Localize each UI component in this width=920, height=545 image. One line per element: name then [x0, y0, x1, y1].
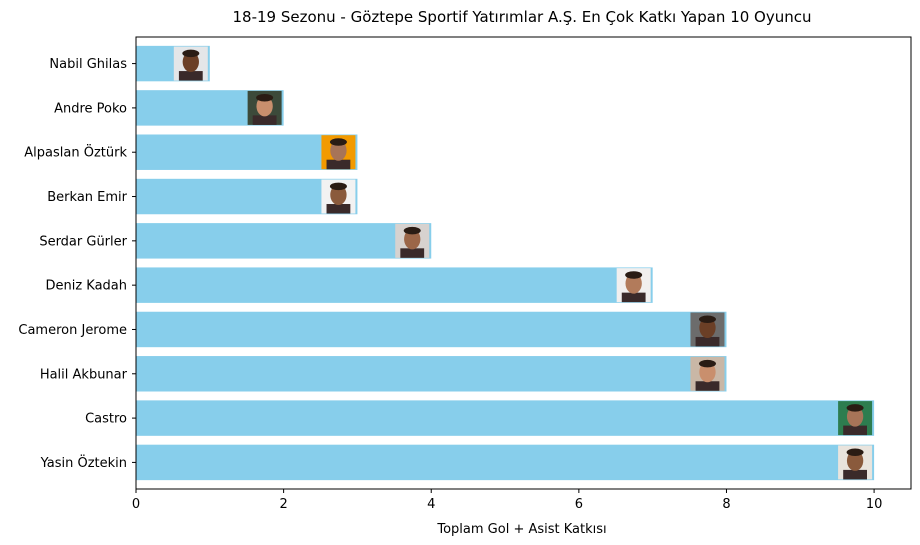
- bar: [136, 178, 358, 215]
- plot-frame: [135, 36, 912, 490]
- bar: [136, 356, 727, 392]
- y-tick-label: Serdar Gürler: [39, 234, 127, 249]
- y-tick-label: Nabil Ghilas: [49, 57, 127, 72]
- y-tick-label: Yasin Öztekin: [40, 454, 127, 471]
- bar: [136, 444, 875, 481]
- bar: [136, 267, 653, 303]
- y-axis: Yasin Öztekin Castro Halil Akbunar Cameron …: [18, 57, 136, 471]
- player-photo: [690, 312, 725, 347]
- x-axis-label: Toplam Gol + Asist Katkısı: [436, 522, 606, 537]
- y-tick-label: Castro: [85, 412, 127, 427]
- bar: [136, 311, 727, 348]
- x-tick-label: 8: [722, 497, 730, 512]
- bar: [136, 223, 432, 259]
- y-tick-label: Deniz Kadah: [45, 279, 127, 294]
- bar: [136, 400, 875, 436]
- chart-title: 18-19 Sezonu - Göztepe Sportif Yatırımla…: [232, 8, 811, 26]
- player-photo: [321, 135, 356, 170]
- player-photo: [838, 401, 873, 436]
- x-tick-label: 10: [866, 497, 883, 512]
- x-tick-label: 2: [279, 497, 287, 512]
- player-photo: [395, 223, 430, 258]
- y-tick-label: Alpaslan Öztürk: [24, 144, 127, 161]
- x-tick-label: 4: [427, 497, 435, 512]
- x-tick-label: 6: [575, 497, 583, 512]
- x-tick-label: 0: [132, 497, 140, 512]
- player-photo: [838, 445, 873, 480]
- y-tick-label: Cameron Jerome: [18, 323, 127, 338]
- bars-layer: [136, 45, 875, 481]
- y-tick-label: Halil Akbunar: [40, 367, 128, 382]
- y-tick-label: Andre Poko: [54, 101, 127, 116]
- player-photos-layer: [173, 46, 873, 480]
- player-photo: [247, 90, 282, 125]
- player-photo: [616, 268, 651, 303]
- player-photo: [690, 356, 725, 391]
- bar: [136, 134, 358, 170]
- player-photo: [173, 46, 208, 81]
- x-axis: 0 2 4 6 8 10: [132, 489, 883, 512]
- player-photo: [321, 179, 356, 214]
- y-tick-label: Berkan Emir: [47, 190, 127, 205]
